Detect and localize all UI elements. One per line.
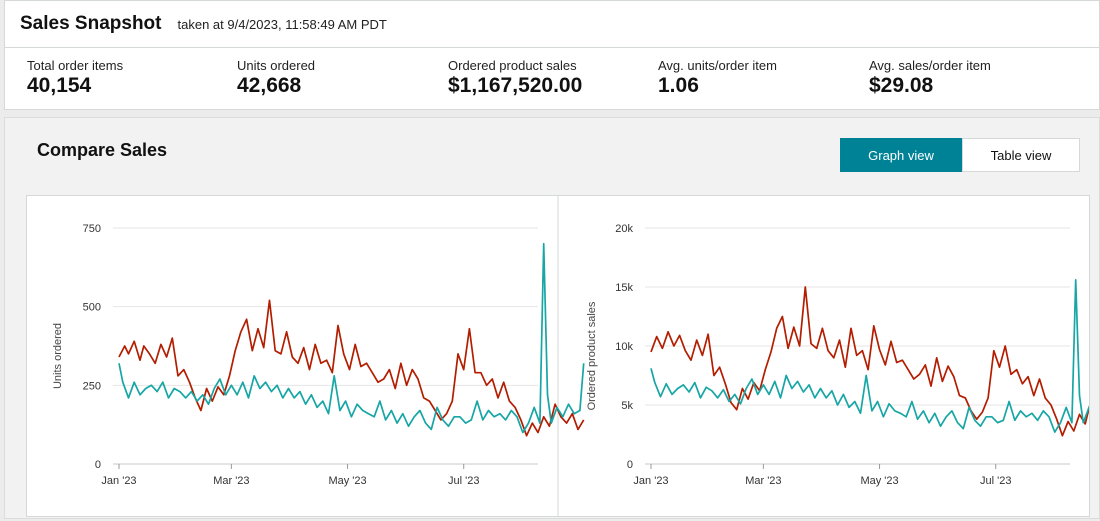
compare-sales-panel: Compare Sales Graph view Table view 0 250… [4, 117, 1100, 519]
metric-label: Units ordered [237, 58, 316, 73]
metric-value: 1.06 [658, 74, 699, 97]
x-tick-label: Mar '23 [745, 475, 781, 487]
y-tick-label: 20k [615, 223, 633, 235]
y-tick-label: 10k [615, 341, 633, 353]
x-tick-label: Jul '23 [448, 475, 479, 487]
y-tick-label: 750 [83, 223, 101, 235]
y-tick-label: 0 [627, 459, 633, 471]
metric-units-ordered: Units ordered 42,668 [237, 58, 315, 98]
metric-label: Avg. units/order item [658, 58, 777, 73]
y-tick-label: 500 [83, 302, 101, 314]
charts-container: 0 250 500 750 Jan '23 Mar '23 May '23 Jul '23 Un… [26, 195, 1100, 517]
metric-value: $1,167,520.00 [448, 74, 583, 97]
metric-label: Ordered product sales [448, 58, 577, 73]
y-axis-label: Units ordered [52, 323, 64, 389]
metrics-row: Total order items 40,154 Units ordered 4… [5, 48, 1099, 108]
graph-view-button[interactable]: Graph view [840, 138, 962, 172]
metric-avg-units-per-order-item: Avg. units/order item 1.06 [658, 58, 777, 98]
table-view-button[interactable]: Table view [962, 138, 1080, 172]
metric-value: 42,668 [237, 74, 302, 97]
y-tick-label: 5k [621, 400, 633, 412]
series-line-current [650, 286, 1100, 437]
snapshot-timestamp: taken at 9/4/2023, 11:58:49 AM PDT [177, 16, 387, 32]
metric-ordered-product-sales: Ordered product sales $1,167,520.00 [448, 58, 582, 98]
series-line-comparison [118, 242, 585, 434]
y-tick-label: 0 [95, 459, 101, 471]
view-toggle: Graph view Table view [840, 138, 1080, 172]
snapshot-header: Sales Snapshot taken at 9/4/2023, 11:58:… [5, 1, 1099, 48]
sales-snapshot-panel: Sales Snapshot taken at 9/4/2023, 11:58:… [4, 0, 1100, 110]
metric-label: Total order items [27, 58, 124, 73]
x-tick-label: Jan '23 [633, 475, 668, 487]
y-tick-label: 15k [615, 282, 633, 294]
x-tick-label: Jan '23 [101, 475, 136, 487]
metric-total-order-items: Total order items 40,154 [27, 58, 123, 98]
x-tick-label: May '23 [328, 475, 366, 487]
x-tick-label: May '23 [860, 475, 898, 487]
metric-value: $29.08 [869, 74, 934, 97]
series-line-comparison [650, 279, 1100, 433]
compare-sales-title: Compare Sales [37, 140, 168, 160]
compare-sales-charts: 0 250 500 750 Jan '23 Mar '23 May '23 Jul '23 Un… [52, 196, 1100, 516]
snapshot-title: Sales Snapshot [20, 13, 162, 34]
metric-avg-sales-per-order-item: Avg. sales/order item $29.08 [869, 58, 991, 98]
x-tick-label: Mar '23 [213, 475, 249, 487]
y-axis-label: Ordered product sales [586, 301, 598, 410]
metric-value: 40,154 [27, 74, 92, 97]
y-tick-label: 250 [83, 380, 101, 392]
x-tick-label: Jul '23 [980, 475, 1011, 487]
metric-label: Avg. sales/order item [869, 58, 991, 73]
series-line-current [118, 299, 585, 437]
